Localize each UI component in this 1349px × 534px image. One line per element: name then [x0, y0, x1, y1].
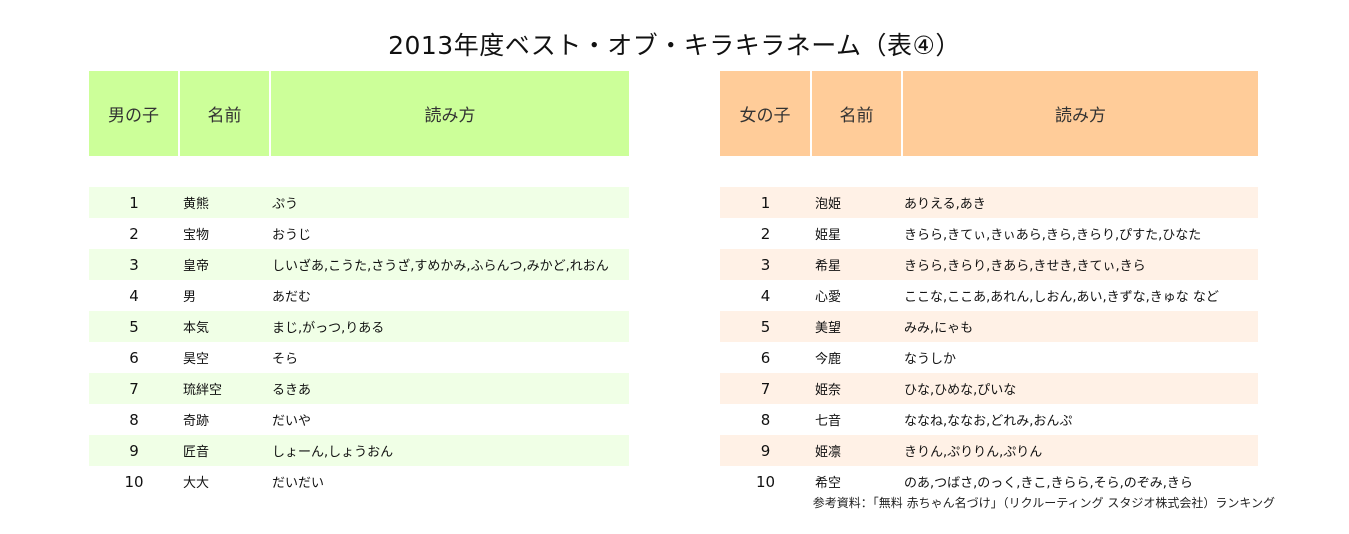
rank-cell: 2: [760, 224, 771, 243]
name-cell: 心愛: [815, 290, 842, 305]
reading-cell: そら: [272, 352, 299, 367]
name-cell: 宝物: [183, 228, 210, 243]
rank-cell: 1: [89, 187, 179, 218]
name-cell: 姫凛: [811, 435, 902, 466]
girls-ranking-table: 女の子 名前 読み方 1 泡姫 ありえる,あき 2 姫星 きらら,きてぃ,きぃあら,きら…: [720, 71, 1258, 497]
boys-header-row: 男の子 名前 読み方: [89, 71, 629, 156]
reading-cell: ありえる,あき: [902, 187, 1258, 218]
rank-cell: 8: [129, 410, 139, 429]
table-row: 9 姫凛 きりん,ぷりりん,ぷりん: [720, 435, 1258, 466]
reading-cell: だいや: [272, 414, 312, 429]
rank-cell: 10: [755, 472, 776, 491]
girls-header-reading: 読み方: [902, 71, 1258, 156]
name-cell: 男: [183, 290, 197, 305]
name-cell: 皇帝: [179, 249, 270, 280]
table-row: 4 心愛 ここな,ここあ,あれん,しおん,あい,きずな,きゅな など: [720, 280, 1258, 311]
reading-cell: るきあ: [270, 373, 629, 404]
reading-cell: まじ,がっつ,りある: [270, 311, 629, 342]
reading-cell: あだむ: [272, 290, 312, 305]
girls-header-row: 女の子 名前 読み方: [720, 71, 1258, 156]
name-cell: 本気: [179, 311, 270, 342]
name-cell: 奇跡: [183, 414, 210, 429]
reading-cell: きらら,きらり,きあら,きせき,きてぃ,きら: [902, 249, 1258, 280]
rank-cell: 8: [760, 410, 771, 429]
boys-header-rank: 男の子: [89, 71, 180, 156]
page-title: 2013年度ベスト・オブ・キラキラネーム（表④）: [388, 31, 961, 60]
reading-cell: なうしか: [904, 352, 957, 367]
name-cell: 黄熊: [179, 187, 270, 218]
name-cell: 琉絆空: [179, 373, 270, 404]
reading-cell: きらら,きてぃ,きぃあら,きら,きらり,ぴすた,ひなた: [904, 228, 1202, 243]
table-row: 4 男 あだむ: [89, 280, 629, 311]
rank-cell: 4: [760, 286, 771, 305]
table-row: 10 大大 だいだい: [89, 466, 629, 497]
reading-cell: だいだい: [272, 476, 325, 491]
table-row: 9 匠音 しょーん,しょうおん: [89, 435, 629, 466]
table-row: 1 黄熊 ぷう: [89, 187, 629, 218]
name-cell: 七音: [815, 414, 842, 429]
source-note: 参考資料：「無料 赤ちゃん名づけ」（リクルーティング スタジオ株式会社）ランキン…: [812, 496, 1275, 510]
rank-cell: 5: [720, 311, 811, 342]
reading-cell: おうじ: [272, 228, 312, 243]
rank-cell: 5: [89, 311, 179, 342]
table-row: 3 希星 きらら,きらり,きあら,きせき,きてぃ,きら: [720, 249, 1258, 280]
boys-header-name: 名前: [179, 71, 271, 156]
rank-cell: 7: [89, 373, 179, 404]
rank-cell: 3: [720, 249, 811, 280]
reading-cell: みみ,にゃも: [902, 311, 1258, 342]
name-cell: 匠音: [179, 435, 270, 466]
reading-cell: ひな,ひめな,ぴいな: [902, 373, 1258, 404]
name-cell: 希星: [811, 249, 902, 280]
table-row: 10 希空 のあ,つばさ,のっく,きこ,きらら,そら,のぞみ,きら: [720, 466, 1258, 497]
table-row: 5 本気 まじ,がっつ,りある: [89, 311, 629, 342]
name-cell: 美望: [811, 311, 902, 342]
rank-cell: 6: [760, 348, 771, 367]
table-row: 3 皇帝 しいざあ,こうた,さうざ,すめかみ,ふらんつ,みかど,れおん: [89, 249, 629, 280]
name-cell: 大大: [183, 476, 210, 491]
rank-cell: 6: [129, 348, 139, 367]
spacer-row: [89, 156, 629, 187]
reading-cell: のあ,つばさ,のっく,きこ,きらら,そら,のぞみ,きら: [904, 476, 1193, 491]
rank-cell: 10: [124, 472, 144, 491]
reading-cell: ぷう: [270, 187, 629, 218]
table-row: 5 美望 みみ,にゃも: [720, 311, 1258, 342]
table-row: 7 姫奈 ひな,ひめな,ぴいな: [720, 373, 1258, 404]
rank-cell: 9: [89, 435, 179, 466]
table-row: 8 七音 ななね,ななお,どれみ,おんぷ: [720, 404, 1258, 435]
rank-cell: 4: [129, 286, 139, 305]
boys-ranking-table: 男の子 名前 読み方 1 黄熊 ぷう 2 宝物 おうじ 3 皇帝 しいざあ,こうた,さうざ,…: [89, 71, 629, 497]
table-row: 1 泡姫 ありえる,あき: [720, 187, 1258, 218]
reading-cell: ななね,ななお,どれみ,おんぷ: [904, 414, 1073, 429]
rank-cell: 7: [720, 373, 811, 404]
table-row: 2 宝物 おうじ: [89, 218, 629, 249]
reading-cell: しょーん,しょうおん: [270, 435, 629, 466]
spacer-row: [720, 156, 1258, 187]
rank-cell: 1: [720, 187, 811, 218]
boys-header-reading: 読み方: [270, 71, 629, 156]
table-row: 6 今鹿 なうしか: [720, 342, 1258, 373]
reading-cell: ここな,ここあ,あれん,しおん,あい,きずな,きゅな など: [904, 290, 1219, 305]
table-row: 7 琉絆空 るきあ: [89, 373, 629, 404]
table-row: 8 奇跡 だいや: [89, 404, 629, 435]
name-cell: 今鹿: [815, 352, 842, 367]
girls-header-name: 名前: [811, 71, 903, 156]
name-cell: 昊空: [183, 352, 210, 367]
table-row: 6 昊空 そら: [89, 342, 629, 373]
name-cell: 姫星: [815, 228, 842, 243]
name-cell: 泡姫: [811, 187, 902, 218]
reading-cell: しいざあ,こうた,さうざ,すめかみ,ふらんつ,みかど,れおん: [270, 249, 629, 280]
reading-cell: きりん,ぷりりん,ぷりん: [902, 435, 1258, 466]
table-row: 2 姫星 きらら,きてぃ,きぃあら,きら,きらり,ぴすた,ひなた: [720, 218, 1258, 249]
girls-header-rank: 女の子: [720, 71, 812, 156]
rank-cell: 3: [89, 249, 179, 280]
name-cell: 希空: [815, 476, 842, 491]
name-cell: 姫奈: [811, 373, 902, 404]
rank-cell: 2: [129, 224, 139, 243]
rank-cell: 9: [720, 435, 811, 466]
